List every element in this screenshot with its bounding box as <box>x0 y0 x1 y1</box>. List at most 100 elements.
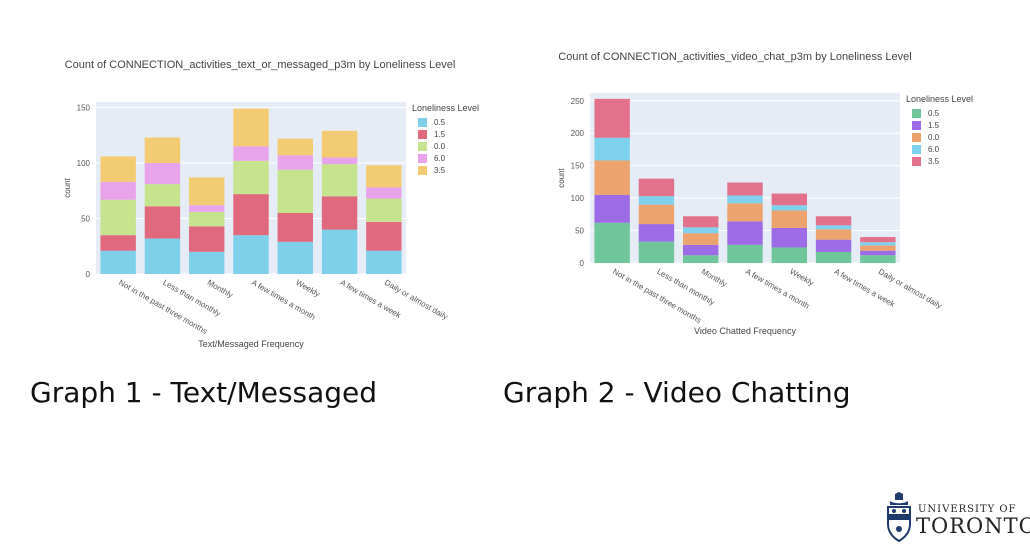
bar-segment <box>321 229 358 274</box>
bar-segment <box>815 239 852 252</box>
bar-segment <box>189 177 225 206</box>
bar-segment <box>366 250 402 274</box>
bar-segment <box>100 250 136 274</box>
x-axis-label: Text/Messaged Frequency <box>198 339 304 349</box>
caption-graph-2: Graph 2 - Video Chatting <box>503 376 851 409</box>
bar-segment <box>771 247 807 263</box>
legend-swatch <box>912 121 921 130</box>
x-tick-label: Weekly <box>294 278 321 299</box>
y-axis-label: count <box>557 167 566 187</box>
bar-segment <box>727 244 763 263</box>
bar-segment <box>727 195 763 204</box>
bar-segment <box>189 251 225 274</box>
legend-swatch <box>912 133 921 142</box>
bar-segment <box>144 206 181 239</box>
x-tick-label: Not in the past three months <box>117 278 209 336</box>
x-tick-label: Monthly <box>700 267 729 289</box>
legend-label: 1.5 <box>928 121 940 130</box>
legend-title: Loneliness Level <box>906 94 973 104</box>
legend-label: 0.5 <box>434 118 446 127</box>
bar-segment <box>321 196 358 230</box>
logo-university-of: UNIVERSITY OF <box>918 504 1017 515</box>
bar-segment <box>815 225 852 230</box>
y-tick-label: 100 <box>571 194 585 203</box>
bar-segment <box>683 227 719 234</box>
legend-label: 0.0 <box>434 142 446 151</box>
legend-label: 6.0 <box>928 145 940 154</box>
legend-label: 3.5 <box>928 157 940 166</box>
bar-segment <box>366 165 402 188</box>
bar-segment <box>860 250 896 256</box>
bar-segment <box>366 198 402 222</box>
bar-segment <box>771 193 807 206</box>
chart-svg: Count of CONNECTION_activities_video_cha… <box>557 51 973 336</box>
bar-segment <box>815 216 852 226</box>
legend-swatch <box>418 118 427 127</box>
bar-segment <box>321 164 358 197</box>
bar-segment <box>638 178 675 197</box>
y-axis-label: count <box>63 177 72 197</box>
bar-segment <box>277 155 313 170</box>
bar-segment <box>100 181 136 200</box>
bar-segment <box>815 251 852 263</box>
bar-segment <box>277 138 313 156</box>
legend-swatch <box>418 130 427 139</box>
bar-segment <box>860 245 896 251</box>
bar-segment <box>144 184 181 207</box>
bar-segment <box>233 108 269 147</box>
bar-segment <box>366 221 402 251</box>
bar-segment <box>144 238 181 274</box>
bar-segment <box>771 227 807 248</box>
bar-segment <box>727 221 763 245</box>
legend-swatch <box>418 154 427 163</box>
legend-label: 3.5 <box>434 166 446 175</box>
chart-text-messaged: Count of CONNECTION_activities_text_or_m… <box>40 45 480 355</box>
y-tick-label: 50 <box>81 215 90 224</box>
legend-swatch <box>418 166 427 175</box>
logo-toronto: TORONTO <box>916 514 1030 538</box>
y-tick-label: 0 <box>86 270 91 279</box>
bar-segment <box>594 160 630 195</box>
bar-segment <box>100 156 136 182</box>
bar-segment <box>366 187 402 199</box>
x-tick-label: Monthly <box>206 278 235 300</box>
bar-segment <box>233 160 269 195</box>
y-tick-label: 0 <box>580 259 585 268</box>
bar-segment <box>771 210 807 228</box>
y-tick-label: 250 <box>571 97 585 106</box>
bar-segment <box>683 244 719 256</box>
bar-segment <box>277 212 313 242</box>
bar-segment <box>144 163 181 185</box>
bar-segment <box>683 255 719 263</box>
bar-segment <box>277 241 313 274</box>
bar-segment <box>860 255 896 263</box>
bar-segment <box>321 157 358 165</box>
bar-segment <box>771 205 807 211</box>
bar-segment <box>233 194 269 236</box>
y-tick-label: 150 <box>571 162 585 171</box>
legend-swatch <box>418 142 427 151</box>
crest-icon <box>887 492 911 543</box>
caption-graph-1: Graph 1 - Text/Messaged <box>30 376 378 409</box>
legend-swatch <box>912 145 921 154</box>
legend-swatch <box>912 157 921 166</box>
legend-label: 0.0 <box>928 133 940 142</box>
legend-label: 0.5 <box>928 109 940 118</box>
chart-svg: Count of CONNECTION_activities_text_or_m… <box>63 59 479 349</box>
legend-swatch <box>912 109 921 118</box>
legend-label: 6.0 <box>434 154 446 163</box>
y-tick-label: 50 <box>575 227 584 236</box>
bar-segment <box>144 137 181 164</box>
bar-segment <box>638 241 675 263</box>
x-tick-label: Not in the past three months <box>611 267 703 325</box>
chart-title: Count of CONNECTION_activities_video_cha… <box>558 51 911 63</box>
bar-segment <box>100 199 136 236</box>
bar-segment <box>233 235 269 274</box>
bar-segment <box>638 224 675 242</box>
bar-segment <box>594 222 630 263</box>
bar-segment <box>815 229 852 240</box>
bar-segment <box>860 237 896 243</box>
bar-segment <box>638 196 675 205</box>
bar-segment <box>189 211 225 227</box>
bar-segment <box>683 233 719 245</box>
